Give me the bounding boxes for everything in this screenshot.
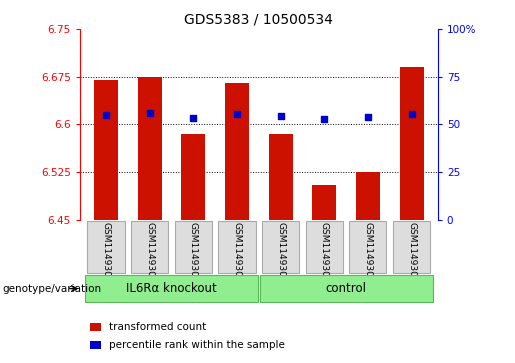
Bar: [90, 341, 101, 349]
Bar: [356, 172, 380, 220]
FancyBboxPatch shape: [175, 221, 212, 273]
Point: [146, 110, 154, 116]
Text: GSM1149304: GSM1149304: [364, 222, 372, 282]
Text: GSM1149303: GSM1149303: [320, 222, 329, 282]
FancyBboxPatch shape: [218, 221, 255, 273]
FancyBboxPatch shape: [260, 275, 433, 302]
Point: [320, 116, 329, 122]
Bar: [269, 134, 293, 220]
FancyBboxPatch shape: [262, 221, 299, 273]
Text: GSM1149302: GSM1149302: [276, 222, 285, 282]
Bar: [90, 323, 101, 331]
Text: GSM1149307: GSM1149307: [145, 222, 154, 282]
Text: genotype/variation: genotype/variation: [3, 284, 101, 294]
Point: [364, 114, 372, 119]
FancyBboxPatch shape: [393, 221, 430, 273]
Text: IL6Rα knockout: IL6Rα knockout: [126, 282, 217, 295]
Text: control: control: [325, 282, 367, 295]
Bar: [225, 83, 249, 220]
FancyBboxPatch shape: [88, 221, 125, 273]
Text: transformed count: transformed count: [109, 322, 207, 333]
FancyBboxPatch shape: [349, 221, 386, 273]
Title: GDS5383 / 10500534: GDS5383 / 10500534: [184, 12, 333, 26]
Text: GSM1149309: GSM1149309: [232, 222, 242, 282]
Text: GSM1149305: GSM1149305: [407, 222, 416, 282]
Point: [102, 112, 110, 118]
Bar: [138, 77, 162, 220]
Bar: [181, 134, 205, 220]
FancyBboxPatch shape: [306, 221, 343, 273]
Text: percentile rank within the sample: percentile rank within the sample: [109, 340, 285, 350]
Bar: [312, 185, 336, 220]
FancyBboxPatch shape: [131, 221, 168, 273]
Point: [407, 111, 416, 117]
Text: GSM1149308: GSM1149308: [189, 222, 198, 282]
Bar: [400, 67, 423, 220]
Bar: [94, 80, 118, 220]
FancyBboxPatch shape: [85, 275, 258, 302]
Text: GSM1149306: GSM1149306: [101, 222, 111, 282]
Point: [189, 115, 197, 121]
Point: [233, 111, 241, 117]
Point: [277, 113, 285, 119]
